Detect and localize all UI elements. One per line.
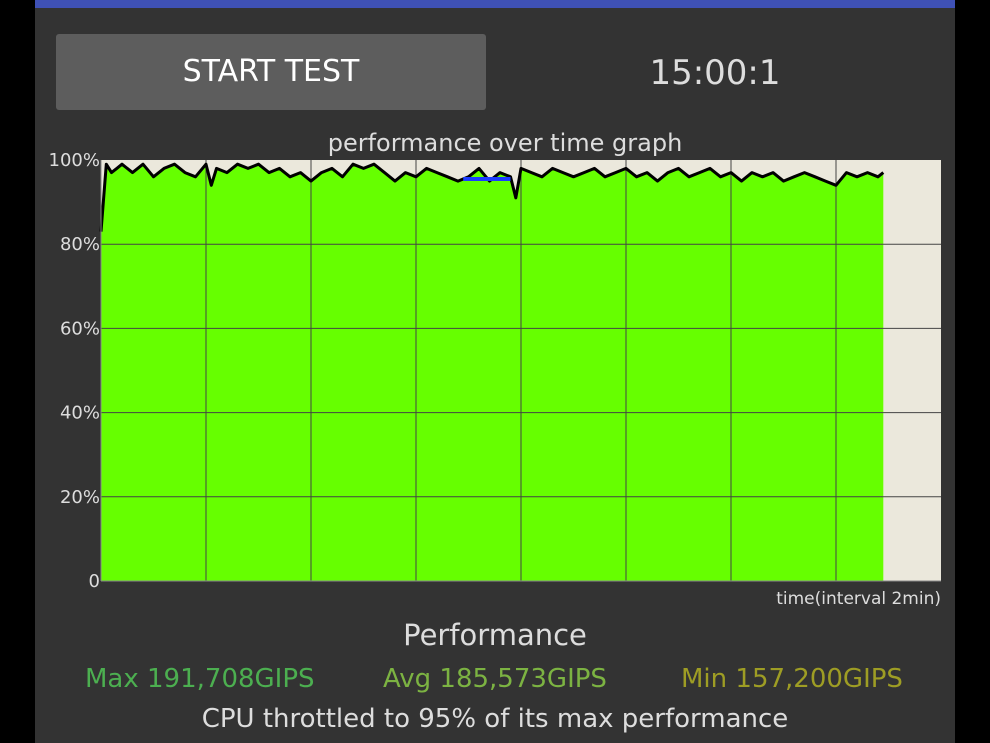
test-timer: 15:00:1 [649, 53, 781, 93]
x-axis-label: time(interval 2min) [776, 589, 941, 609]
y-tick-label: 60% [60, 318, 100, 339]
y-tick-label: 80% [60, 234, 100, 255]
chart-title: performance over time graph [327, 129, 683, 157]
performance-line [99, 162, 885, 232]
max-performance-stat: Max 191,708GIPS [85, 664, 315, 694]
y-tick-label: 40% [60, 403, 100, 424]
throttle-message: CPU throttled to 95% of its max performa… [201, 704, 789, 734]
y-tick-label: 100% [49, 150, 100, 171]
start-test-button[interactable]: START TEST [56, 34, 486, 110]
performance-area [101, 164, 884, 581]
avg-performance-stat: Avg 185,573GIPS [383, 664, 607, 694]
y-tick-label: 0 [89, 571, 100, 592]
performance-heading: Performance [403, 618, 587, 652]
top-accent-bar [35, 0, 955, 8]
y-tick-label: 20% [60, 487, 100, 508]
min-performance-stat: Min 157,200GIPS [681, 664, 903, 694]
